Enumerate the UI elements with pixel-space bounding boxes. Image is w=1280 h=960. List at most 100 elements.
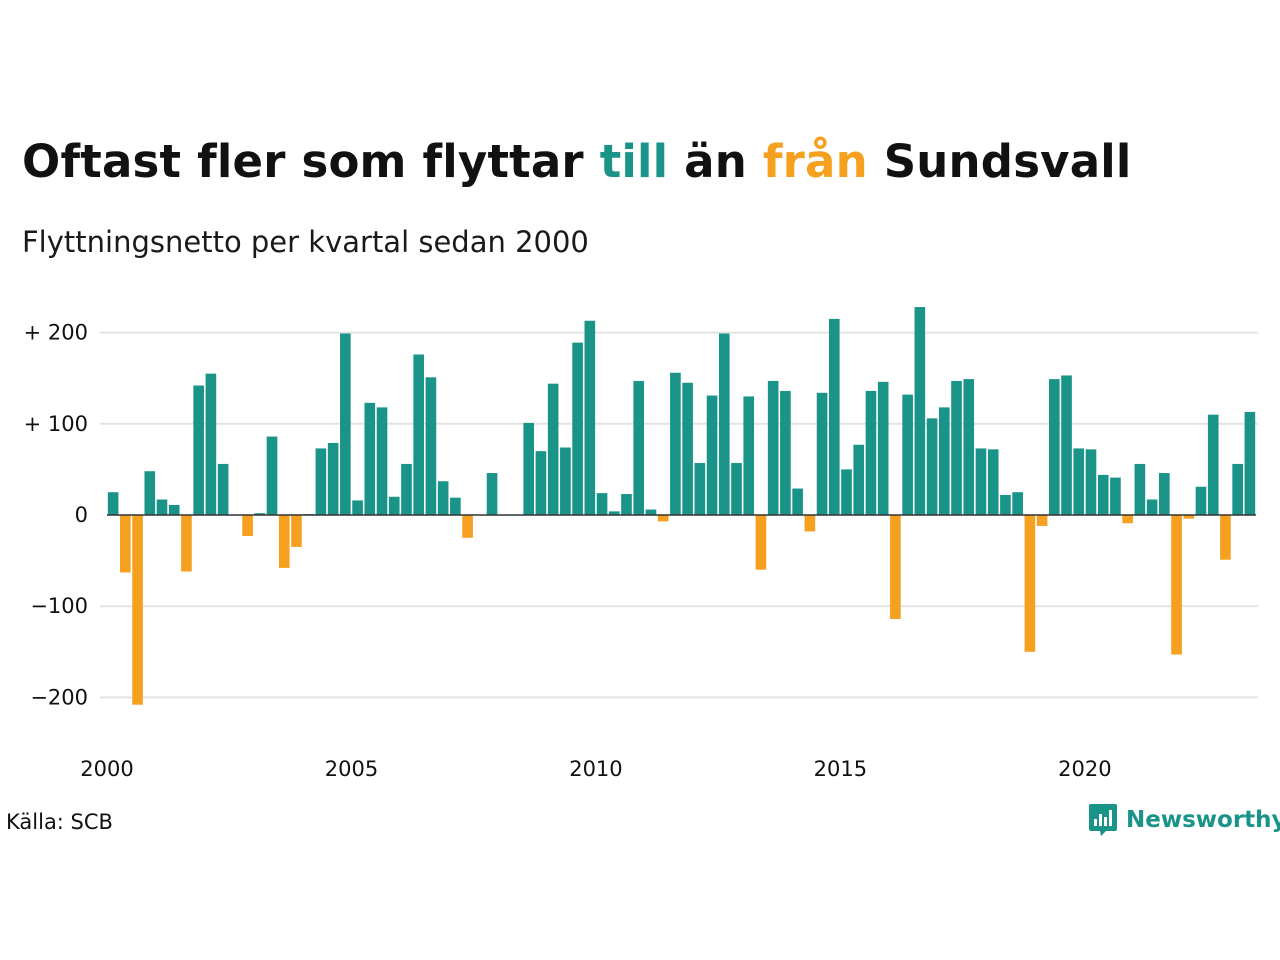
title-part-2: än [668, 135, 763, 188]
bar [718, 333, 730, 515]
bar [560, 447, 571, 515]
bar [608, 511, 620, 515]
bar [1036, 515, 1048, 526]
bar [266, 436, 278, 515]
bar [535, 451, 547, 515]
y-tick-label: −100 [30, 594, 88, 618]
bar [486, 473, 498, 515]
bar [1159, 473, 1170, 515]
bar [132, 515, 143, 705]
bar [425, 377, 437, 515]
x-tick-label: 2005 [325, 757, 378, 780]
bar [572, 342, 583, 515]
x-tick-label: 2010 [569, 757, 622, 780]
bar [1049, 379, 1060, 515]
bar [951, 380, 962, 515]
bar [144, 471, 156, 515]
chart-title: Oftast fler som flyttar till än från Sun… [22, 134, 1132, 190]
bar-chart-bubble-icon [1089, 804, 1117, 836]
bar [682, 382, 693, 515]
bar [156, 499, 168, 515]
bar [120, 515, 131, 573]
bar [242, 515, 253, 536]
bar [181, 515, 192, 572]
bar [340, 333, 351, 515]
bar [523, 422, 535, 515]
bar [804, 515, 816, 532]
bar [975, 448, 987, 515]
bar [865, 390, 877, 515]
bar [877, 381, 889, 515]
bar [1134, 463, 1146, 515]
x-axis-tick-labels: 2000 2005 2010 2015 2020 [80, 757, 1111, 780]
bar [1171, 515, 1182, 655]
bar [352, 500, 363, 515]
bar [780, 390, 791, 515]
bar [902, 394, 913, 515]
bar [1183, 515, 1195, 519]
bar [853, 444, 865, 515]
bar [633, 380, 645, 515]
bar [890, 515, 901, 619]
bar [670, 372, 681, 515]
bar [462, 515, 473, 538]
x-tick-label: 2020 [1058, 757, 1111, 780]
bar [1220, 515, 1231, 560]
bar [217, 463, 229, 515]
source-note: Källa: SCB [6, 810, 113, 834]
bar [645, 509, 657, 515]
bar [1207, 414, 1219, 515]
bar [450, 497, 461, 515]
bar [694, 463, 706, 515]
x-tick-label: 2000 [80, 757, 133, 780]
bar [926, 418, 938, 515]
bar [278, 515, 290, 568]
bar [1061, 375, 1072, 515]
bar [364, 402, 376, 515]
bar [413, 354, 425, 515]
bar [1146, 499, 1158, 515]
bar [1085, 449, 1097, 515]
bar [828, 318, 840, 515]
title-highlight-fran: från [762, 135, 868, 188]
bar [755, 515, 767, 570]
bar [1195, 486, 1207, 515]
bar [841, 469, 852, 515]
title-part-3: Sundsvall [867, 135, 1132, 188]
bar [1012, 492, 1023, 515]
bar [327, 442, 339, 515]
bar [657, 515, 669, 522]
bar [376, 407, 388, 515]
bar [107, 492, 119, 515]
x-tick-label: 2015 [814, 757, 867, 780]
bar [1024, 515, 1036, 652]
bar [963, 379, 975, 515]
y-tick-label: + 200 [24, 321, 88, 345]
bar [792, 488, 803, 515]
y-tick-label: 0 [75, 503, 88, 527]
chart-subtitle: Flyttningsnetto per kvartal sedan 2000 [22, 225, 589, 259]
bar [816, 392, 828, 515]
bar [315, 448, 327, 515]
bar [1122, 515, 1133, 524]
bar [388, 496, 400, 515]
bar [193, 385, 204, 515]
y-tick-label: + 100 [24, 412, 88, 436]
bar [596, 493, 608, 515]
bar [437, 481, 449, 515]
bar [291, 515, 302, 547]
bars [107, 307, 1256, 705]
bar [621, 494, 632, 515]
bar [1244, 411, 1256, 515]
bar [731, 463, 742, 515]
bar [706, 395, 718, 515]
title-highlight-till: till [599, 135, 669, 188]
bar [1110, 477, 1121, 515]
bar [205, 373, 217, 515]
bar [1000, 494, 1011, 515]
newsworthy-logo: Newsworthy [1088, 803, 1280, 837]
y-axis-tick-labels: + 200 + 100 0 −100 −200 [24, 321, 88, 710]
title-part-1: Oftast fler som flyttar [22, 135, 600, 188]
logo-text: Newsworthy [1126, 807, 1280, 833]
bar [168, 504, 180, 515]
